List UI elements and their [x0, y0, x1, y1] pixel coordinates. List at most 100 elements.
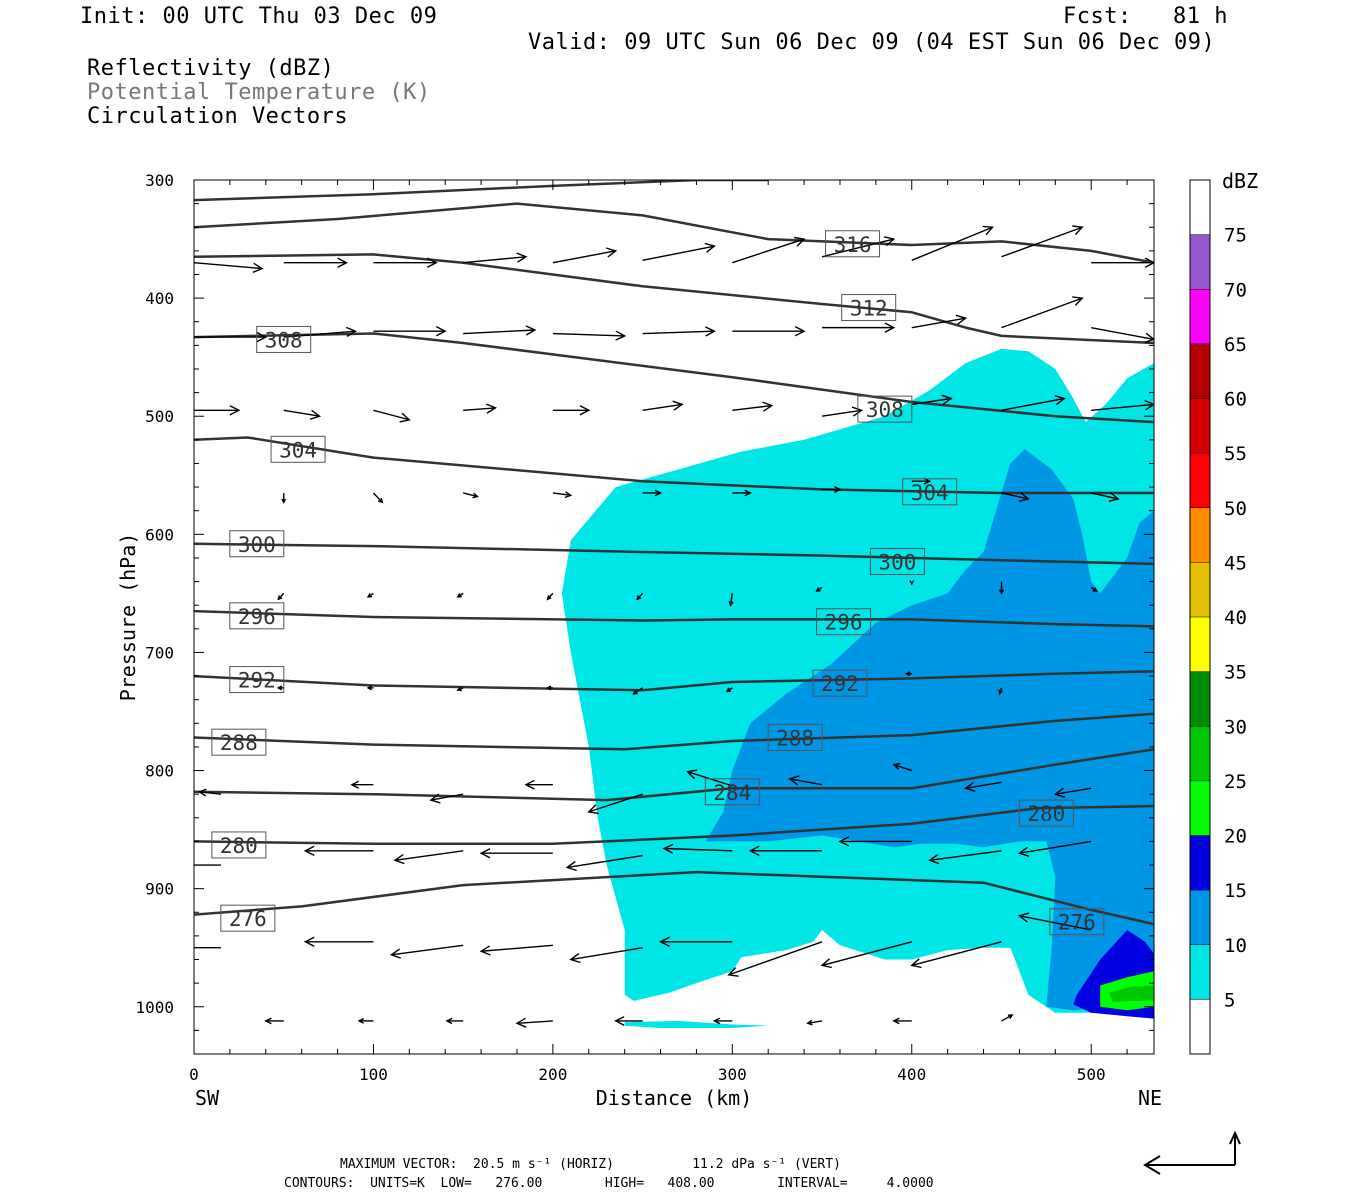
- circulation-vector-10: [194, 947, 221, 949]
- circulation-vector-3: [445, 1017, 464, 1025]
- axes: 300 400 500 600 700 800 900 1000 0 100 200 300 400 50…: [135, 171, 1154, 1084]
- field-potential-temperature: Potential Temperature (K): [87, 80, 431, 105]
- circulation-vector-100: [911, 225, 994, 261]
- x-end-label-sw: SW: [195, 1086, 220, 1110]
- circulation-vector-44: [632, 687, 643, 695]
- circulation-vector-82: [283, 326, 358, 338]
- theta-label-text: 308: [265, 328, 303, 352]
- circulation-vectors: [194, 225, 1154, 1028]
- colorbar-swatch-8: [1190, 562, 1210, 617]
- circulation-vector-97: [642, 242, 716, 262]
- theta-label-text: 288: [776, 726, 814, 750]
- theta-label-276-1: 276: [1049, 908, 1105, 936]
- forecast-hour: Fcst: 81 h: [1063, 4, 1228, 29]
- x-tick-label-400: 400: [897, 1065, 926, 1084]
- circulation-vector-91: [1091, 326, 1154, 343]
- theta-label-284-4: 284: [704, 778, 760, 806]
- theta-contour-288: [194, 712, 1154, 751]
- y-tick-label-300: 300: [145, 171, 174, 190]
- circulation-vector-50: [277, 592, 285, 601]
- theta-label-text: 308: [866, 398, 904, 422]
- theta-label-text: 280: [220, 834, 258, 858]
- theta-label-316-18: 316: [825, 230, 881, 258]
- circulation-vector-65: [732, 489, 752, 497]
- colorbar-swatch-0: [1190, 999, 1210, 1054]
- reference-vector: [1143, 1130, 1241, 1175]
- theta-label-text: 296: [825, 611, 863, 635]
- theta-contour-312: [194, 253, 1154, 345]
- circulation-vector-38: [964, 781, 1002, 792]
- circulation-vector-101: [1001, 225, 1084, 258]
- y-tick-label-400: 400: [145, 289, 174, 308]
- circulation-vector-43: [545, 685, 553, 691]
- circulation-vector-95: [463, 252, 528, 264]
- theta-label-308-16: 308: [857, 395, 913, 423]
- circulation-vector-86: [642, 326, 716, 337]
- circulation-vector-51: [366, 592, 374, 598]
- theta-contour-280: [194, 804, 1154, 846]
- circulation-vector-39: [1053, 787, 1092, 798]
- circulation-vector-90: [1001, 296, 1084, 329]
- circulation-vector-21: [303, 845, 374, 857]
- colorbar-swatch-15: [1190, 180, 1210, 235]
- theta-label-text: 300: [878, 550, 916, 574]
- circulation-vector-83: [373, 325, 447, 337]
- colorbar-label-10: 10: [1224, 935, 1247, 957]
- circulation-vector-5: [614, 1016, 643, 1026]
- circulation-vector-60: [281, 492, 287, 504]
- circulation-vector-93: [283, 257, 349, 268]
- x-tick-label-100: 100: [359, 1065, 388, 1084]
- circulation-vector-59: [1090, 586, 1098, 592]
- circulation-vector-68: [1001, 492, 1030, 502]
- theta-label-312-17: 312: [841, 294, 897, 322]
- circulation-vector-76: [732, 401, 774, 412]
- colorbar-label-15: 15: [1224, 880, 1247, 902]
- theta-label-text: 316: [834, 233, 872, 257]
- circulation-vector-58: [998, 581, 1005, 595]
- circulation-vector-74: [552, 405, 591, 416]
- colorbar-label-45: 45: [1224, 552, 1247, 574]
- circulation-vector-2: [357, 1017, 374, 1024]
- y-tick-label-1000: 1000: [135, 998, 174, 1017]
- x-tick-label-0: 0: [189, 1065, 199, 1084]
- theta-label-304-14: 304: [902, 478, 958, 506]
- theta-label-292-7: 292: [229, 666, 285, 694]
- circulation-vector-6: [712, 1017, 733, 1025]
- reflectivity-region-5dbz-1: [624, 1020, 769, 1028]
- circulation-vector-17: [820, 941, 912, 969]
- circulation-vector-85: [552, 330, 627, 341]
- field-reflectivity: Reflectivity (dBZ): [87, 56, 335, 81]
- circulation-vector-70: [194, 405, 241, 416]
- theta-label-text: 284: [713, 781, 751, 805]
- theta-contour-308: [194, 332, 1154, 424]
- colorbar-swatch-6: [1190, 671, 1210, 727]
- theta-label-308-15: 308: [256, 325, 312, 353]
- circulation-vector-62: [462, 492, 479, 499]
- theta-label-text: 292: [238, 669, 276, 693]
- theta-label-300-11: 300: [229, 530, 285, 558]
- theta-contour-284: [194, 748, 1154, 802]
- max-vector-note: MAXIMUM VECTOR: 20.5 m s⁻¹ (HORIZ) 11.2 …: [340, 1157, 841, 1172]
- circulation-vector-53: [546, 592, 554, 601]
- circulation-vector-102: [1091, 257, 1154, 268]
- circulation-vector-13: [479, 944, 553, 956]
- circulation-vector-72: [373, 409, 411, 423]
- theta-contour-300: [194, 542, 1154, 566]
- circulation-vector-77: [821, 406, 864, 417]
- circulation-vector-31: [350, 780, 374, 789]
- circulation-vector-28: [928, 850, 1002, 865]
- x-axis-label: Distance (km): [596, 1086, 753, 1110]
- y-axis-label: Pressure (hPa): [116, 533, 140, 702]
- colorbar-label-40: 40: [1224, 607, 1247, 629]
- theta-label-text: 288: [220, 731, 258, 755]
- colorbar-swatch-5: [1190, 726, 1210, 781]
- circulation-vector-73: [463, 403, 498, 414]
- x-tick-label-200: 200: [538, 1065, 567, 1084]
- colorbar-title: dBZ: [1222, 169, 1258, 193]
- circulation-vector-78: [911, 394, 953, 406]
- colorbar-swatch-13: [1190, 289, 1210, 344]
- colorbar-label-70: 70: [1224, 279, 1247, 301]
- circulation-vector-40: [276, 685, 284, 691]
- theta-label-text: 276: [1058, 911, 1096, 935]
- theta-contour-276: [194, 870, 1154, 926]
